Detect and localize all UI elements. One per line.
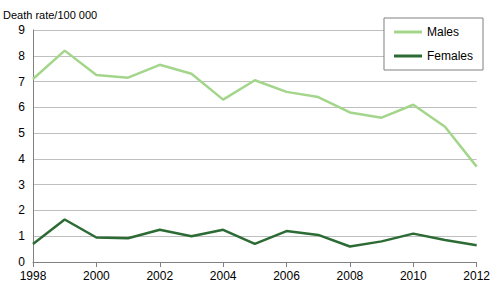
svg-text:1: 1	[18, 229, 25, 243]
svg-text:2: 2	[18, 203, 25, 217]
svg-text:2012: 2012	[463, 269, 490, 283]
svg-text:6: 6	[18, 100, 25, 114]
svg-text:9: 9	[18, 23, 25, 37]
svg-text:Females: Females	[427, 49, 473, 63]
svg-text:3: 3	[18, 178, 25, 192]
svg-text:8: 8	[18, 49, 25, 63]
svg-text:7: 7	[18, 75, 25, 89]
svg-text:2002: 2002	[146, 269, 173, 283]
svg-text:Death rate/100 000: Death rate/100 000	[3, 9, 97, 21]
svg-text:2010: 2010	[400, 269, 427, 283]
svg-text:Males: Males	[427, 25, 459, 39]
svg-text:2008: 2008	[337, 269, 364, 283]
svg-text:2004: 2004	[210, 269, 237, 283]
svg-text:2006: 2006	[273, 269, 300, 283]
svg-text:2000: 2000	[83, 269, 110, 283]
svg-text:1998: 1998	[20, 269, 47, 283]
svg-text:4: 4	[18, 152, 25, 166]
svg-text:5: 5	[18, 126, 25, 140]
svg-text:0: 0	[18, 255, 25, 269]
